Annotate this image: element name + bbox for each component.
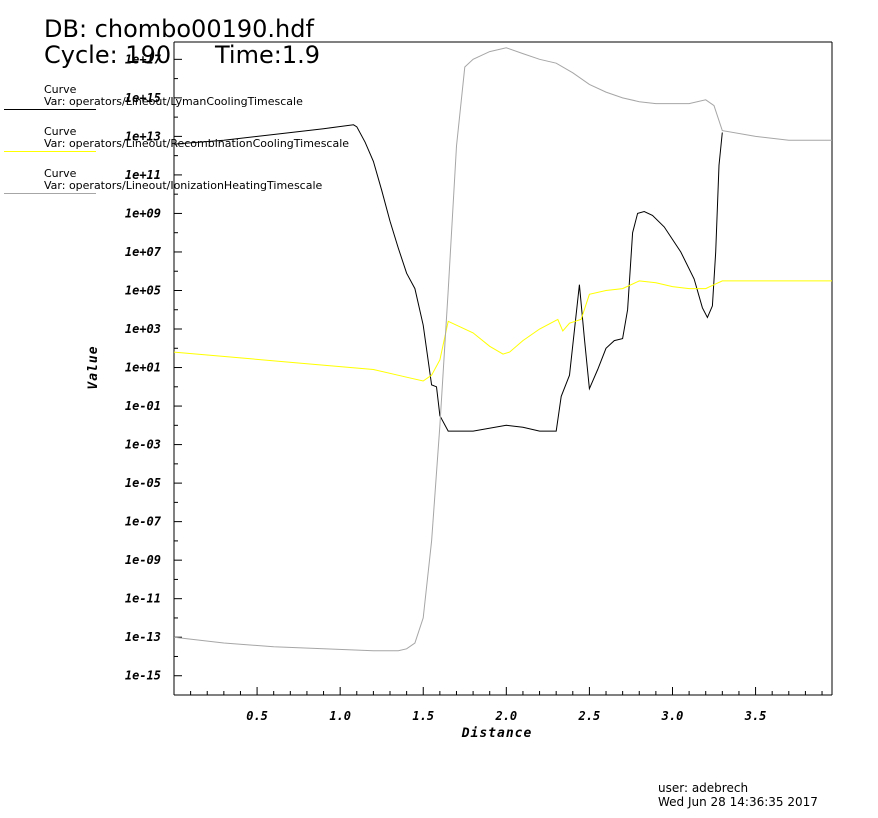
y-tick-label: 1e-09 (125, 553, 161, 567)
y-axis-label: Value (86, 345, 101, 389)
y-tick-label: 1e-11 (125, 592, 161, 606)
y-tick-label: 1e-03 (125, 438, 161, 452)
y-tick-label: 1e+05 (125, 283, 161, 297)
x-tick-label: 0.5 (246, 709, 268, 723)
y-tick-label: 1e-15 (125, 669, 161, 683)
legend-swatch-recombination (4, 151, 96, 152)
legend-entry-title: Curve (44, 83, 77, 96)
legend-entry-ionization: Curve Var: operators/Lineout/IonizationH… (44, 168, 322, 192)
y-tick-label: 1e-13 (125, 630, 161, 644)
y-tick-label: 1e+03 (125, 322, 161, 336)
y-tick-label: 1e-05 (125, 476, 161, 490)
x-tick-label: 1.5 (412, 709, 434, 723)
series-line-recombinationcoolingtimescale (174, 280, 832, 382)
legend-entry-title: Curve (44, 125, 77, 138)
x-tick-label: 1.0 (329, 709, 351, 723)
legend-swatch-lyman (4, 109, 96, 110)
x-tick-label: 3.5 (744, 709, 767, 723)
legend-swatch-ionization (4, 193, 96, 194)
y-tick-label: 1e+09 (125, 206, 161, 220)
legend-entry-var: Var: operators/Lineout/IonizationHeating… (44, 179, 323, 192)
x-axis-label: Distance (461, 726, 533, 741)
y-tick-label: 1e+11 (125, 168, 161, 182)
legend-entry-title: Curve (44, 167, 77, 180)
y-tick-label: 1e+13 (125, 129, 161, 143)
user-label: user: adebrech (658, 781, 749, 795)
database-title: DB: chombo00190.hdf (44, 15, 314, 43)
series-line-ionizationheatingtimescale (174, 47, 832, 652)
legend-entry-var: Var: operators/Lineout/RecombinationCool… (44, 137, 350, 150)
y-tick-label: 1e+17 (125, 52, 162, 66)
x-tick-label: 2.5 (578, 709, 601, 723)
x-tick-label: 3.0 (661, 709, 684, 723)
legend-entry-lyman: Curve Var: operators/Lineout/LymanCoolin… (44, 84, 303, 108)
y-tick-label: 1e+15 (125, 91, 161, 105)
timestamp-label: Wed Jun 28 14:36:35 2017 (658, 795, 818, 809)
y-tick-label: 1e+07 (125, 245, 162, 259)
legend-entry-var: Var: operators/Lineout/LymanCoolingTimes… (44, 95, 303, 108)
cycle-label: Cycle: 190 (44, 41, 172, 69)
time-label: Time:1.9 (215, 41, 320, 69)
legend-entry-recombination: Curve Var: operators/Lineout/Recombinati… (44, 126, 349, 150)
series-line-lymancoolingtimescale (174, 124, 723, 432)
y-tick-label: 1e-01 (125, 399, 161, 413)
x-tick-label: 2.0 (494, 709, 517, 723)
y-tick-label: 1e-07 (125, 515, 162, 529)
y-tick-label: 1e+01 (125, 361, 161, 375)
